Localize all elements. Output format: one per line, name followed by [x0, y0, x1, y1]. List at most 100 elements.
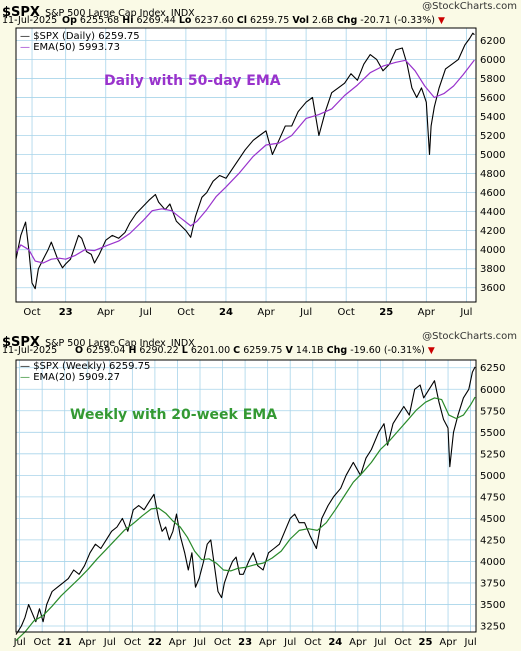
- y-tick-label: 4250: [480, 535, 505, 546]
- legend-item-price: — $SPX (Daily) 6259.75: [20, 31, 140, 42]
- y-tick-label: 5500: [480, 428, 505, 439]
- x-tick-label: 22: [148, 637, 162, 648]
- open-value: 6255.68: [79, 15, 120, 26]
- legend-item-ema: — EMA(20) 5909.27: [20, 372, 121, 383]
- y-tick-label: 6250: [480, 363, 505, 374]
- high-value: 6290.22: [139, 345, 179, 356]
- x-tick-label: Oct: [124, 637, 141, 648]
- y-tick-label: 4400: [480, 207, 505, 218]
- x-tick-label: 24: [219, 307, 233, 318]
- x-tick-label: 25: [419, 637, 433, 648]
- x-tick-label: Apr: [259, 637, 277, 648]
- close-value: 6259.75: [250, 15, 290, 26]
- y-tick-label: 4600: [480, 188, 505, 199]
- x-tick-label: Oct: [23, 307, 40, 318]
- x-tick-label: Apr: [169, 637, 187, 648]
- low-value: 6201.00: [190, 345, 231, 356]
- volume-value: 14.1B: [295, 345, 324, 356]
- y-tick-label: 5000: [480, 150, 505, 161]
- price-series-line: [15, 366, 476, 635]
- y-tick-label: 5800: [480, 74, 505, 85]
- x-tick-label: 24: [328, 637, 342, 648]
- change-value: -19.60 (-0.31%): [350, 345, 425, 356]
- daily-chart-panel: $SPX S&P 500 Large Cap Index INDX @Stock…: [0, 0, 521, 318]
- stats-line: 11-Jul-2025 Op 6255.68 Hi 6269.44 Lo 623…: [2, 15, 517, 26]
- annotation: Weekly with 20-week EMA: [70, 407, 278, 423]
- legend-item-price: — $SPX (Weekly) 6259.75: [20, 361, 151, 372]
- y-tick-label: 3250: [480, 621, 505, 632]
- weekly-chart-panel: $SPX S&P 500 Large Cap Index INDX @Stock…: [0, 330, 521, 651]
- x-tick-label: 21: [58, 637, 72, 648]
- daily-chart-svg: 6200 6000 5800 5600 5400 5200 5000 4800 4600 4400…: [15, 27, 505, 318]
- x-tick-label: 23: [59, 307, 73, 318]
- y-tick-label: 5000: [480, 471, 505, 482]
- symbol: $SPX: [2, 5, 40, 20]
- y-tick-label: 4500: [480, 514, 505, 525]
- open-value: 6259.04: [86, 345, 126, 356]
- x-tick-label: Oct: [338, 307, 355, 318]
- y-tick-label: 6000: [480, 385, 505, 396]
- volume-value: 2.6B: [312, 15, 334, 26]
- x-tick-label: Oct: [304, 637, 321, 648]
- date: 11-Jul-2025: [2, 345, 58, 356]
- x-tick-label: Jul: [283, 637, 296, 648]
- x-tick-label: Oct: [34, 637, 51, 648]
- grid: [16, 28, 476, 302]
- plot-area: [15, 359, 477, 633]
- legend: — $SPX (Weekly) 6259.75 — EMA(20) 5909.2…: [20, 361, 150, 383]
- symbol: $SPX: [2, 335, 40, 350]
- x-tick-label: Apr: [418, 307, 436, 318]
- date: 11-Jul-2025: [2, 15, 58, 26]
- site-credit: @StockCharts.com: [422, 1, 517, 12]
- ema-series-line: [15, 396, 476, 642]
- x-tick-label: 23: [238, 637, 252, 648]
- stats: O 6259.04 H 6290.22 L 6201.00 C 6259.75 …: [75, 345, 435, 356]
- x-tick-label: Jul: [459, 307, 472, 318]
- y-tick-label: 4200: [480, 226, 505, 237]
- x-tick-label: Jul: [464, 637, 477, 648]
- y-tick-label: 5750: [480, 406, 505, 417]
- y-tick-label: 4750: [480, 492, 505, 503]
- x-tick-label: Apr: [439, 637, 457, 648]
- y-tick-label: 4800: [480, 169, 505, 180]
- change-value: -20.71 (-0.33%): [360, 15, 435, 26]
- y-tick-label: 5400: [480, 112, 505, 123]
- y-tick-label: 5600: [480, 93, 505, 104]
- x-tick-label: Apr: [97, 307, 115, 318]
- y-tick-label: 3800: [480, 264, 505, 275]
- price-series-line: [15, 32, 475, 290]
- x-tick-label: Jul: [103, 637, 116, 648]
- y-tick-label: 4000: [480, 245, 505, 256]
- down-triangle-icon: ▼: [437, 16, 445, 26]
- low-value: 6237.60: [194, 15, 234, 26]
- y-tick-label: 5250: [480, 449, 505, 460]
- plot-frame: [15, 359, 477, 633]
- y-tick-label: 3500: [480, 600, 505, 611]
- stats-line: 11-Jul-2025 O 6259.04 H 6290.22 L 6201.0…: [2, 345, 517, 356]
- exchange: INDX: [170, 8, 195, 19]
- y-tick-label: 6000: [480, 55, 505, 66]
- x-tick-label: Jul: [299, 307, 312, 318]
- x-tick-label: Oct: [177, 307, 194, 318]
- chart-header: $SPX S&P 500 Large Cap Index INDX: [2, 1, 195, 20]
- description: S&P 500 Large Cap Index: [45, 8, 166, 19]
- x-tick-label: Jul: [373, 637, 386, 648]
- y-tick-label: 3600: [480, 283, 505, 294]
- y-tick-label: 6200: [480, 36, 505, 47]
- close-value: 6259.75: [243, 345, 283, 356]
- x-tick-label: 25: [379, 307, 393, 318]
- x-tick-label: Oct: [214, 637, 231, 648]
- x-tick-label: Apr: [349, 637, 367, 648]
- legend: — $SPX (Daily) 6259.75 — EMA(50) 5993.73: [20, 31, 140, 53]
- weekly-chart-svg: 6250 6000 5750 5500 5250 5000 4750 4500 4250 4000…: [13, 359, 505, 648]
- y-tick-label: 5200: [480, 131, 505, 142]
- stats: Op 6255.68 Hi 6269.44 Lo 6237.60 Cl 6259…: [62, 15, 445, 26]
- site-credit: @StockCharts.com: [422, 331, 517, 342]
- x-tick-label: Jul: [13, 637, 26, 648]
- y-tick-label: 3750: [480, 578, 505, 589]
- description: S&P 500 Large Cap Index: [45, 338, 166, 349]
- y-tick-label: 4000: [480, 557, 505, 568]
- plot-frame: [15, 27, 477, 303]
- x-tick-label: Apr: [257, 307, 275, 318]
- x-tick-label: Jul: [193, 637, 206, 648]
